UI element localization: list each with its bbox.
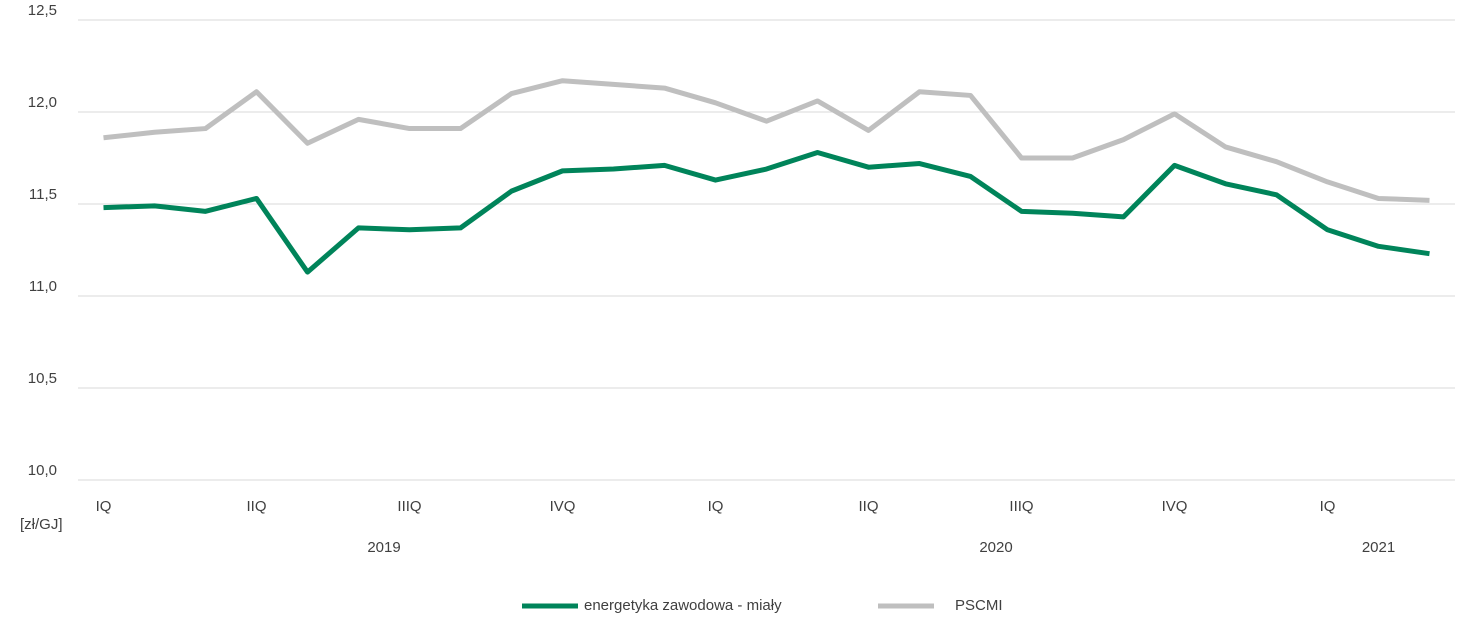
y-unit: [zł/GJ] xyxy=(20,516,63,533)
legend-label: energetyka zawodowa - miały xyxy=(584,597,782,614)
x-tick-label: IVQ xyxy=(1162,498,1188,515)
y-tick-label: 11,0 xyxy=(29,278,57,295)
y-tick-label: 10,0 xyxy=(28,462,57,479)
line-series xyxy=(103,149,1430,275)
year-label: 2020 xyxy=(979,539,1012,556)
x-tick-label: IIIQ xyxy=(397,498,421,515)
x-tick-label: IIIQ xyxy=(1009,498,1033,515)
y-tick-label: 12,5 xyxy=(28,2,57,19)
x-tick-label: IIQ xyxy=(246,498,266,515)
year-label: 2021 xyxy=(1362,539,1395,556)
y-tick-label: 11,5 xyxy=(29,186,57,203)
x-tick-label: IVQ xyxy=(550,498,576,515)
legend-label: PSCMI xyxy=(955,597,1003,614)
year-label: 2019 xyxy=(367,539,400,556)
x-tick-label: IIQ xyxy=(858,498,878,515)
y-tick-label: 12,0 xyxy=(28,94,57,111)
x-tick-label: IQ xyxy=(708,498,724,515)
line-series xyxy=(103,78,1430,203)
x-tick-label: IQ xyxy=(96,498,112,515)
x-tick-label: IQ xyxy=(1320,498,1336,515)
y-tick-label: 10,5 xyxy=(28,370,57,387)
